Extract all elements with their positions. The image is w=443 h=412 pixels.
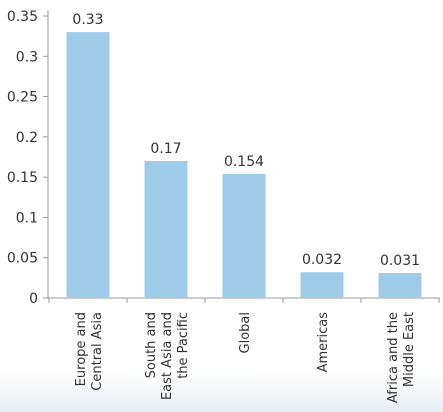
bars: [66, 32, 422, 298]
bar-value-label: 0.031: [380, 253, 420, 269]
category-label-line: Global: [238, 312, 253, 353]
category-label-line: South and: [144, 312, 159, 378]
bar: [300, 272, 344, 298]
category-label: Africa and the Middle East: [386, 312, 417, 403]
category-labels: Europe and Central Asia South and East Asia…: [74, 312, 417, 403]
bar: [66, 32, 110, 298]
category-label-line: Africa and the: [386, 312, 401, 403]
y-tick-label: 0.05: [7, 251, 38, 267]
y-axis: 0 0.05 0.1 0.15 0.2 0.25 0.3 0.35: [7, 9, 49, 307]
bar: [222, 173, 266, 298]
category-label: Europe and Central Asia: [74, 312, 105, 391]
category-label: South and East Asia and the Pacific: [144, 312, 191, 400]
bar-value-label: 0.17: [150, 141, 181, 157]
category-label-line: Middle East: [402, 312, 417, 387]
y-tick-label: 0.25: [7, 90, 38, 106]
bar: [378, 273, 422, 298]
y-tick-label: 0.35: [7, 9, 38, 25]
value-labels: 0.33 0.17 0.154 0.032 0.031: [72, 12, 420, 269]
bar-value-label: 0.154: [224, 154, 264, 170]
bar-value-label: 0.33: [72, 12, 103, 28]
category-label-line: the Pacific: [176, 312, 191, 379]
category-label-line: Central Asia: [90, 312, 105, 391]
y-tick-label: 0: [29, 291, 38, 307]
category-label: Americas: [316, 312, 331, 373]
y-tick-label: 0.1: [16, 210, 38, 226]
category-label-line: East Asia and: [160, 312, 175, 400]
bar: [144, 161, 188, 298]
category-label-line: Europe and: [74, 312, 89, 386]
y-tick-label: 0.15: [7, 170, 38, 186]
bar-value-label: 0.032: [302, 252, 342, 268]
category-label: Global: [238, 312, 253, 353]
y-tick-label: 0.2: [16, 130, 38, 146]
category-label-line: Americas: [316, 312, 331, 373]
y-tick-label: 0.3: [16, 49, 38, 65]
